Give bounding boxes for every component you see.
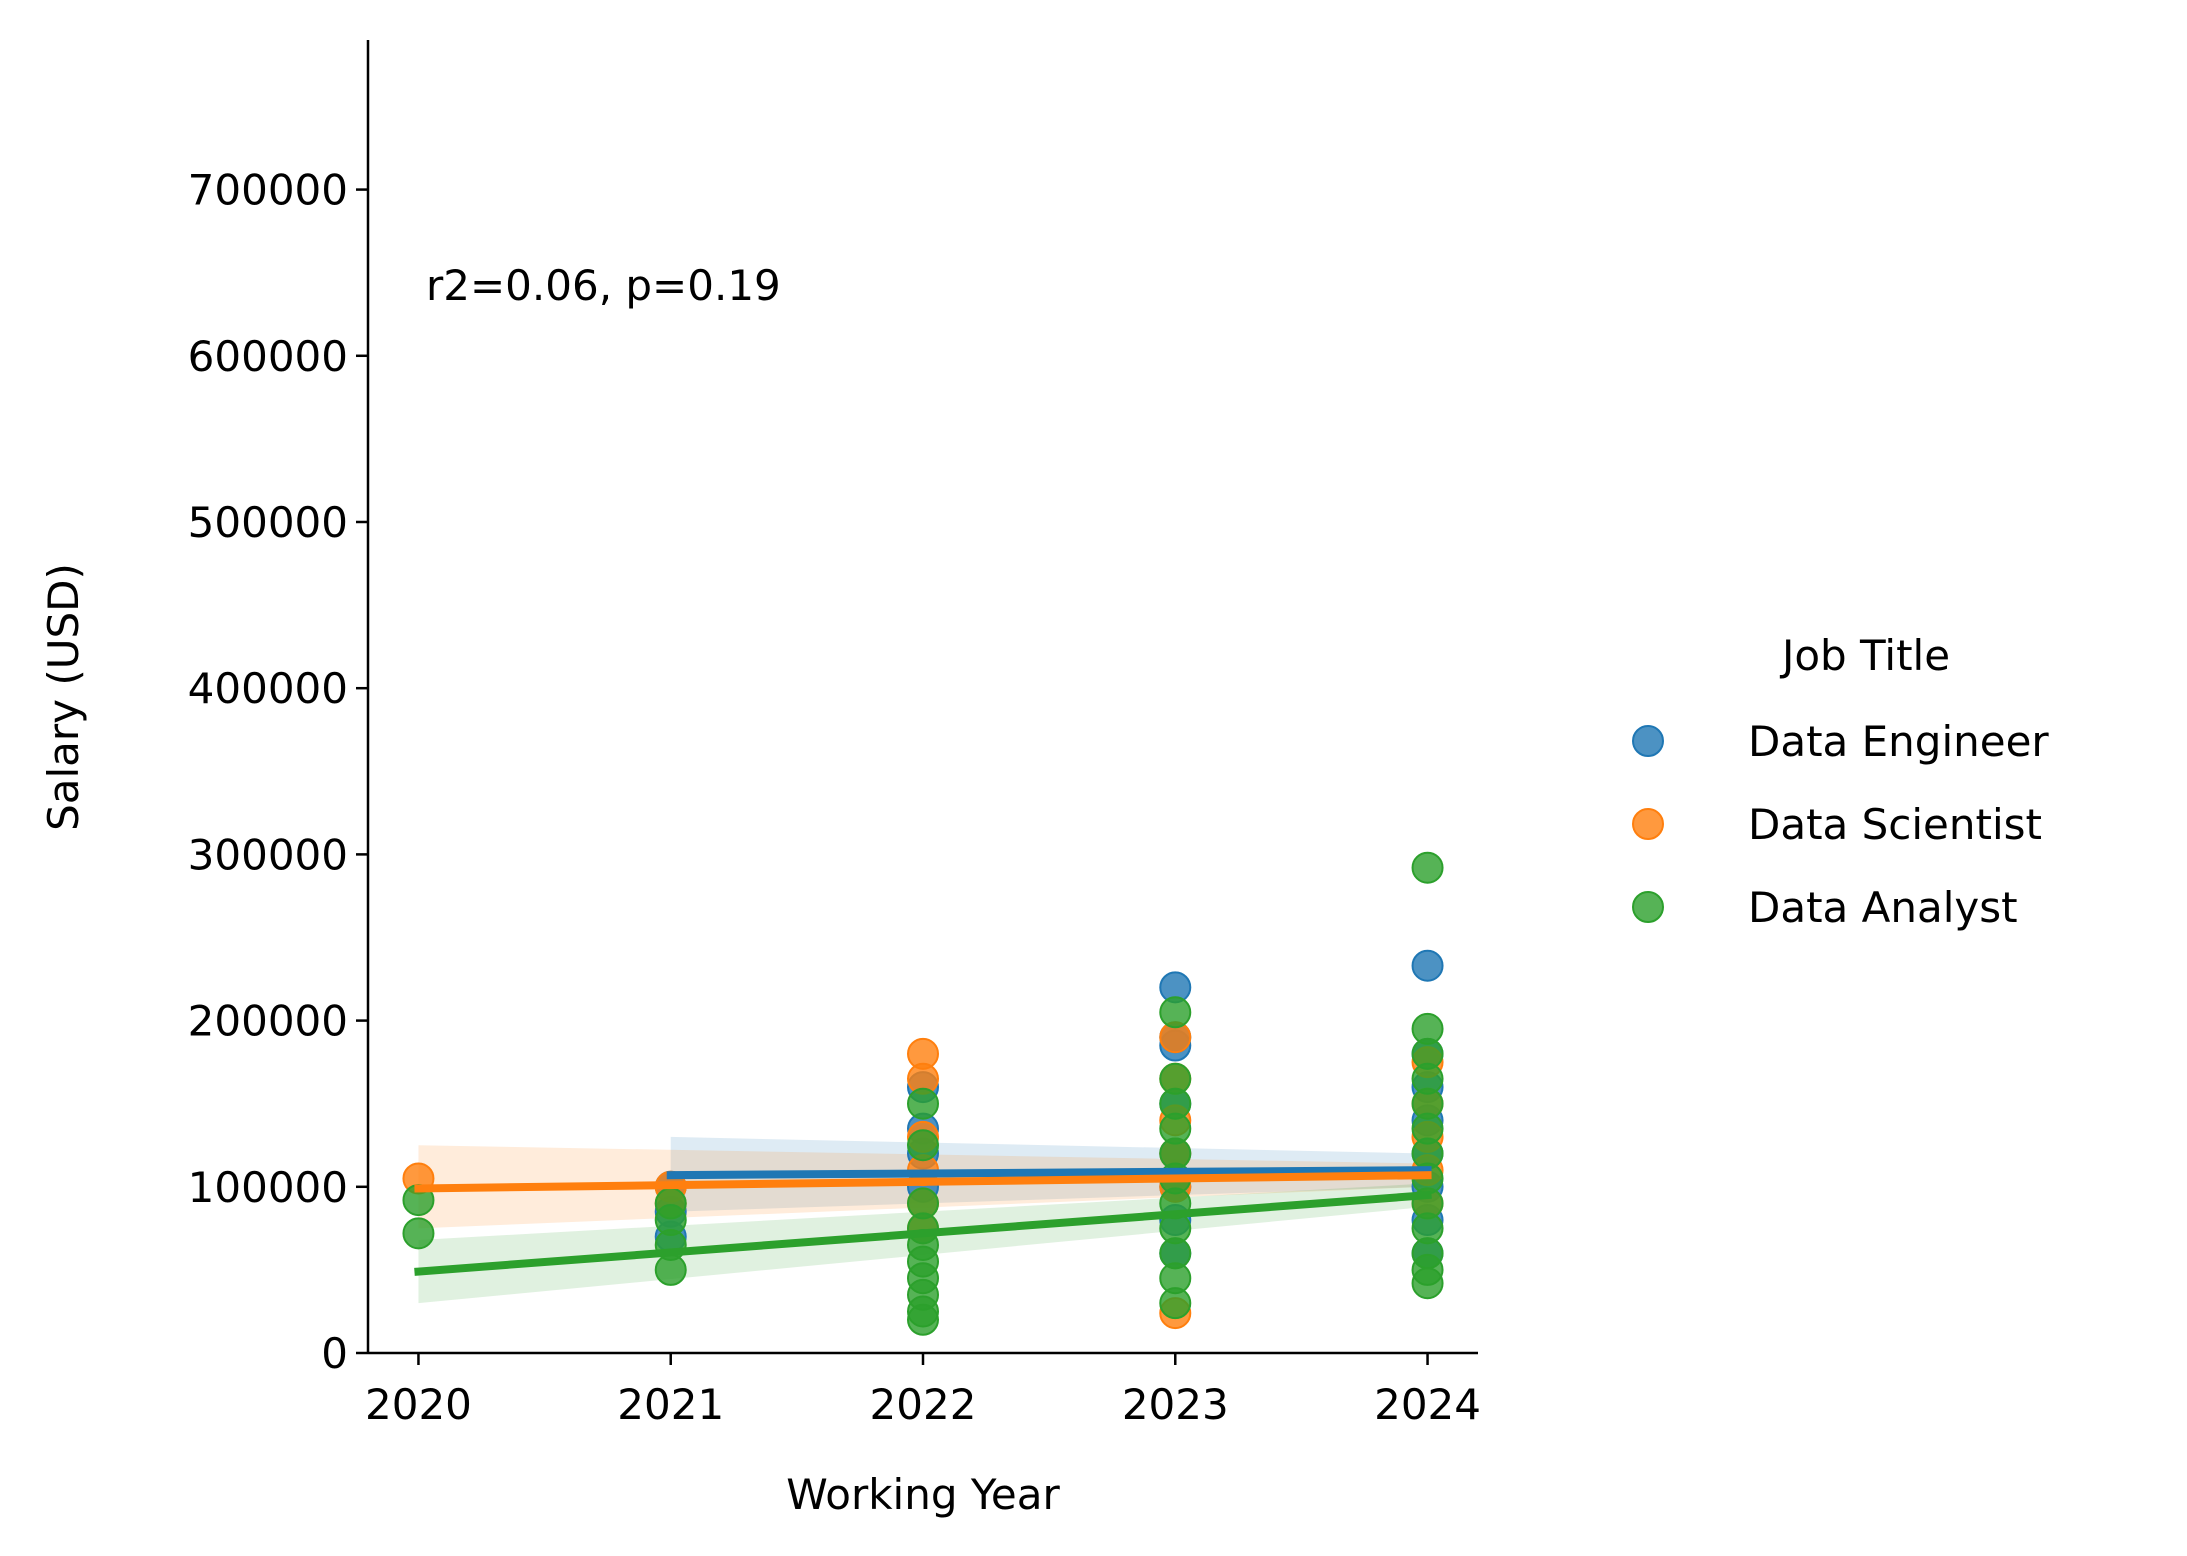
x-tick-label: 2023 [1122,1380,1229,1429]
data-point-data-analyst [907,1303,939,1336]
data-point-data-analyst [1159,996,1192,1029]
data-point-data-analyst [654,1253,687,1286]
x-tick-label: 2020 [365,1380,472,1429]
legend-marker-data-analyst [1632,891,1664,923]
x-axis-label: Working Year [786,1470,1060,1519]
data-point-data-analyst [1411,851,1444,884]
scatter-points [402,851,1444,1336]
legend: Job Title Data Engineer Data Scientist Dat… [1632,631,2049,932]
data-point-data-engineer [1411,949,1444,982]
x-tick-label: 2024 [1374,1380,1481,1429]
y-tick-label: 100000 [188,1163,348,1212]
y-tick-label: 300000 [188,830,348,879]
legend-marker-data-scientist [1632,808,1664,840]
legend-marker-data-engineer [1632,725,1664,757]
legend-label-data-scientist: Data Scientist [1748,800,2042,849]
legend-label-data-analyst: Data Analyst [1748,883,2018,932]
data-point-data-analyst [1411,1267,1444,1300]
y-axis-label: Salary (USD) [39,563,88,831]
y-tick-label: 600000 [188,332,348,381]
data-point-data-analyst [1159,1287,1192,1320]
regression-line-data-engineer [666,1166,1432,1180]
data-point-data-analyst [907,1087,939,1120]
y-tick-label: 500000 [188,498,348,547]
x-tick-label: 2021 [617,1380,724,1429]
regression-stats-annotation: r2=0.06, p=0.19 [426,261,781,310]
regression-lines [414,1166,1432,1276]
regression-line-data-scientist [414,1171,1432,1193]
x-tick-label: 2022 [870,1380,977,1429]
data-point-data-analyst [907,1129,939,1162]
y-tick-label: 400000 [188,664,348,713]
legend-label-data-engineer: Data Engineer [1748,717,2049,766]
y-tick-label: 0 [321,1329,348,1378]
y-axis-ticks: 0 100000 200000 300000 400000 500000 600000 700… [188,166,368,1378]
y-tick-label: 700000 [188,166,348,215]
legend-title: Job Title [1779,631,1950,680]
y-tick-label: 200000 [188,997,348,1046]
x-axis-ticks: 2020 2021 2022 2023 2024 [365,1353,1481,1429]
data-point-data-analyst [402,1217,435,1250]
regression-line-data-analyst [414,1190,1432,1276]
